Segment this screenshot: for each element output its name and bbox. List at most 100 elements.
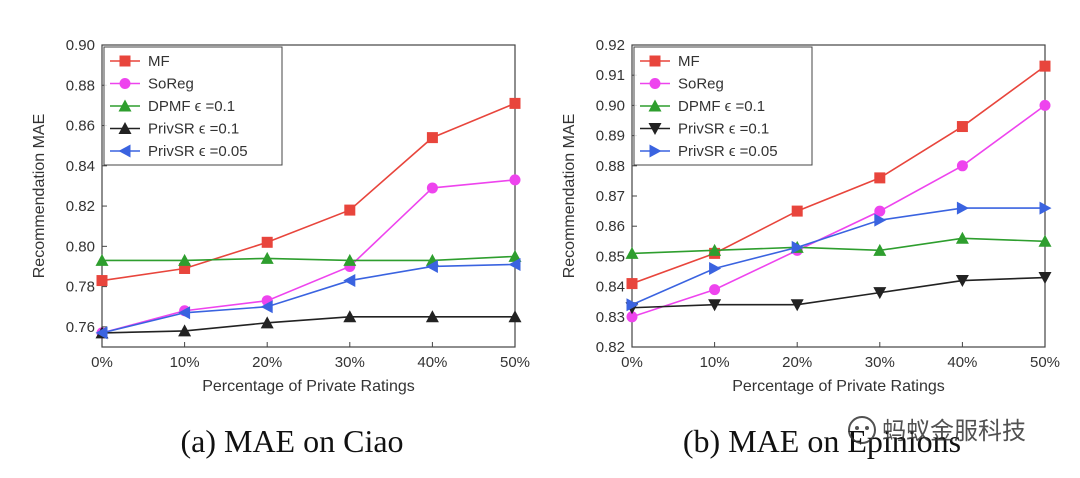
data-point: [95, 253, 109, 266]
data-point: [261, 236, 273, 248]
series-privsr: [95, 257, 521, 340]
data-point: [1039, 60, 1051, 72]
x-tick-label: 30%: [335, 354, 365, 371]
data-point: [874, 205, 886, 217]
x-tick-label: 50%: [500, 354, 530, 371]
x-tick-label: 20%: [252, 354, 282, 371]
wechat-icon: [848, 416, 876, 444]
watermark-text: 蚂蚁金服科技: [882, 417, 1026, 445]
series-line: [101, 179, 516, 334]
series-line: [631, 104, 1046, 318]
data-point: [426, 182, 438, 194]
data-point: [508, 257, 521, 271]
data-point: [626, 298, 639, 312]
y-tick-label: 0.88: [596, 158, 625, 175]
caption-epinions: (b) MAE on Epinions: [683, 423, 961, 459]
data-point: [790, 299, 804, 312]
legend-label: DPMF ϵ =0.1: [678, 98, 765, 115]
y-tick-label: 0.85: [596, 248, 625, 265]
y-tick-label: 0.90: [66, 37, 95, 54]
data-point: [873, 243, 887, 256]
caption-ciao: (a) MAE on Ciao: [180, 423, 403, 459]
data-point: [955, 231, 969, 244]
series-line: [101, 263, 516, 334]
data-point: [178, 324, 192, 337]
x-tick-label: 40%: [417, 354, 447, 371]
legend-marker: [648, 123, 662, 135]
legend-marker: [118, 144, 131, 158]
x-tick-label: 0%: [91, 354, 113, 371]
legend-label: DPMF ϵ =0.1: [148, 98, 235, 115]
chart-epinions: 0.82 0.83 0.84 0.85 0.86 0.87 0.88 0.89 0.90 0.91…: [561, 37, 1060, 395]
y-tick-label: 0.84: [596, 279, 625, 296]
data-point: [1038, 234, 1052, 247]
data-point: [1038, 272, 1052, 285]
legend-marker: [118, 99, 132, 112]
data-point: [96, 275, 108, 287]
x-tick-label: 10%: [170, 354, 200, 371]
series-privsr: [626, 201, 1052, 312]
series-soreg: [626, 99, 1051, 323]
series-mf: [96, 97, 521, 287]
series-line: [631, 237, 1046, 255]
legend: MF SoReg DPMF ϵ =0.1 PrivSR ϵ =0.1 PrivSR ϵ …: [633, 46, 813, 166]
x-tick-label: 0%: [621, 354, 643, 371]
y-tick-label: 0.92: [596, 37, 625, 54]
data-point: [178, 253, 192, 266]
series-line: [631, 207, 1045, 306]
y-tick-label: 0.76: [66, 319, 95, 336]
watermark: 蚂蚁金服科技: [848, 416, 1026, 445]
series-line: [631, 65, 1046, 285]
x-tick-label: 30%: [865, 354, 895, 371]
data-point: [343, 253, 357, 266]
legend-label: SoReg: [678, 76, 724, 93]
series-dpmf: [95, 249, 522, 266]
data-point: [791, 205, 803, 217]
legend-marker: [649, 78, 661, 89]
data-point: [873, 287, 887, 300]
y-tick-label: 0.86: [66, 118, 95, 135]
legend-marker: [649, 55, 661, 67]
data-point: [1039, 99, 1051, 111]
data-point: [343, 274, 356, 288]
data-point: [425, 310, 439, 323]
series-line: [101, 102, 516, 282]
y-axis-label: Recommendation MAE: [561, 114, 578, 279]
data-point: [425, 259, 438, 273]
series-line: [101, 315, 515, 334]
y-tick-label: 0.91: [596, 67, 625, 84]
legend-marker: [648, 99, 662, 112]
data-point: [874, 172, 886, 184]
data-point: [791, 240, 804, 254]
x-axis-label: Percentage of Private Ratings: [732, 378, 945, 395]
series-line: [102, 255, 516, 262]
data-point: [508, 310, 522, 323]
data-point: [509, 97, 521, 109]
x-tick-label: 20%: [782, 354, 812, 371]
data-point: [626, 278, 638, 290]
data-point: [955, 275, 969, 288]
data-point: [626, 311, 638, 323]
legend-label: MF: [678, 53, 700, 70]
legend-marker: [119, 78, 131, 89]
x-axis-label: Percentage of Private Ratings: [202, 378, 415, 395]
legend-marker: [119, 55, 131, 67]
y-tick-label: 0.84: [66, 158, 95, 175]
legend: MF SoReg DPMF ϵ =0.1 PrivSR ϵ =0.1 PrivSR ϵ …: [103, 46, 283, 166]
data-point: [260, 251, 274, 264]
data-point: [625, 246, 639, 259]
data-point: [709, 261, 722, 275]
x-tick-label: 50%: [1030, 354, 1060, 371]
data-point: [95, 326, 108, 340]
legend-label: SoReg: [148, 76, 194, 93]
x-tick-label: 40%: [947, 354, 977, 371]
y-tick-label: 0.83: [596, 309, 625, 326]
data-point: [260, 300, 273, 314]
series-privsr: [625, 272, 1052, 315]
series-privsr: [95, 310, 522, 339]
data-point: [956, 121, 968, 133]
legend-label: MF: [148, 53, 170, 70]
series-dpmf: [625, 231, 1052, 259]
data-point: [178, 306, 191, 320]
data-point: [508, 249, 522, 262]
